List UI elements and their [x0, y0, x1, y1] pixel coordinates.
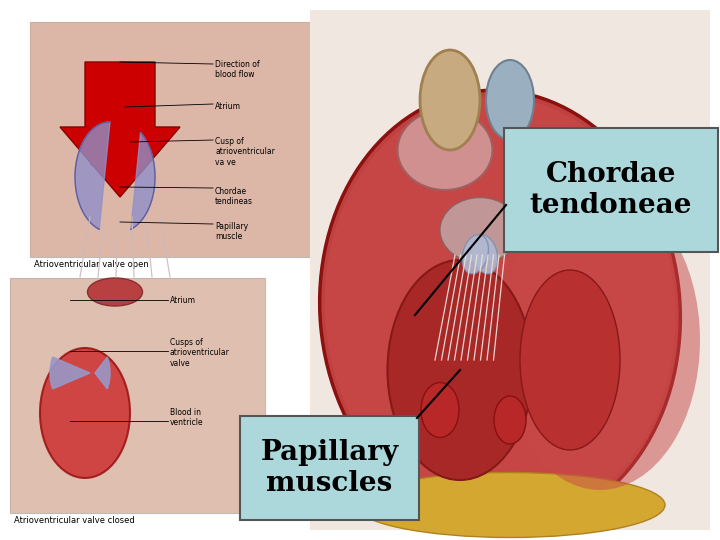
Ellipse shape: [520, 270, 620, 450]
Ellipse shape: [500, 190, 700, 490]
Text: Atrioventricular valve closed: Atrioventricular valve closed: [14, 516, 135, 525]
Ellipse shape: [486, 60, 534, 140]
Ellipse shape: [355, 472, 665, 537]
Text: Atrioventricular valve open: Atrioventricular valve open: [34, 260, 149, 269]
Polygon shape: [95, 357, 110, 389]
Ellipse shape: [397, 110, 492, 190]
Text: Direction of
blood flow: Direction of blood flow: [215, 60, 260, 79]
Ellipse shape: [472, 234, 498, 274]
FancyBboxPatch shape: [10, 278, 265, 513]
Ellipse shape: [421, 382, 459, 437]
Polygon shape: [75, 122, 110, 230]
Ellipse shape: [325, 96, 675, 524]
Text: Chordae
tendoneae: Chordae tendoneae: [530, 161, 692, 219]
Polygon shape: [50, 357, 90, 389]
FancyBboxPatch shape: [240, 416, 419, 520]
Ellipse shape: [440, 198, 520, 262]
Ellipse shape: [320, 90, 680, 530]
FancyBboxPatch shape: [310, 10, 710, 530]
Ellipse shape: [420, 50, 480, 150]
Ellipse shape: [40, 348, 130, 478]
Text: Papillary
muscle: Papillary muscle: [215, 222, 248, 241]
Ellipse shape: [387, 260, 533, 480]
Text: Chordae
tendineas: Chordae tendineas: [215, 187, 253, 206]
Text: Cusp of
atrioventricular
va ve: Cusp of atrioventricular va ve: [215, 137, 275, 167]
Text: Blood in
ventricle: Blood in ventricle: [170, 408, 204, 427]
Polygon shape: [131, 132, 155, 230]
FancyBboxPatch shape: [30, 22, 310, 257]
FancyBboxPatch shape: [30, 22, 310, 257]
FancyBboxPatch shape: [10, 278, 265, 513]
FancyBboxPatch shape: [504, 128, 718, 252]
Text: Atrium: Atrium: [215, 102, 241, 111]
Ellipse shape: [494, 396, 526, 444]
Text: Cusps of
atrioventricular
valve: Cusps of atrioventricular valve: [170, 338, 230, 368]
Text: Atrium: Atrium: [170, 296, 196, 305]
Polygon shape: [60, 62, 180, 197]
Ellipse shape: [88, 278, 143, 306]
Text: Papillary
muscles: Papillary muscles: [261, 439, 399, 497]
Ellipse shape: [462, 234, 488, 274]
Ellipse shape: [518, 127, 593, 192]
